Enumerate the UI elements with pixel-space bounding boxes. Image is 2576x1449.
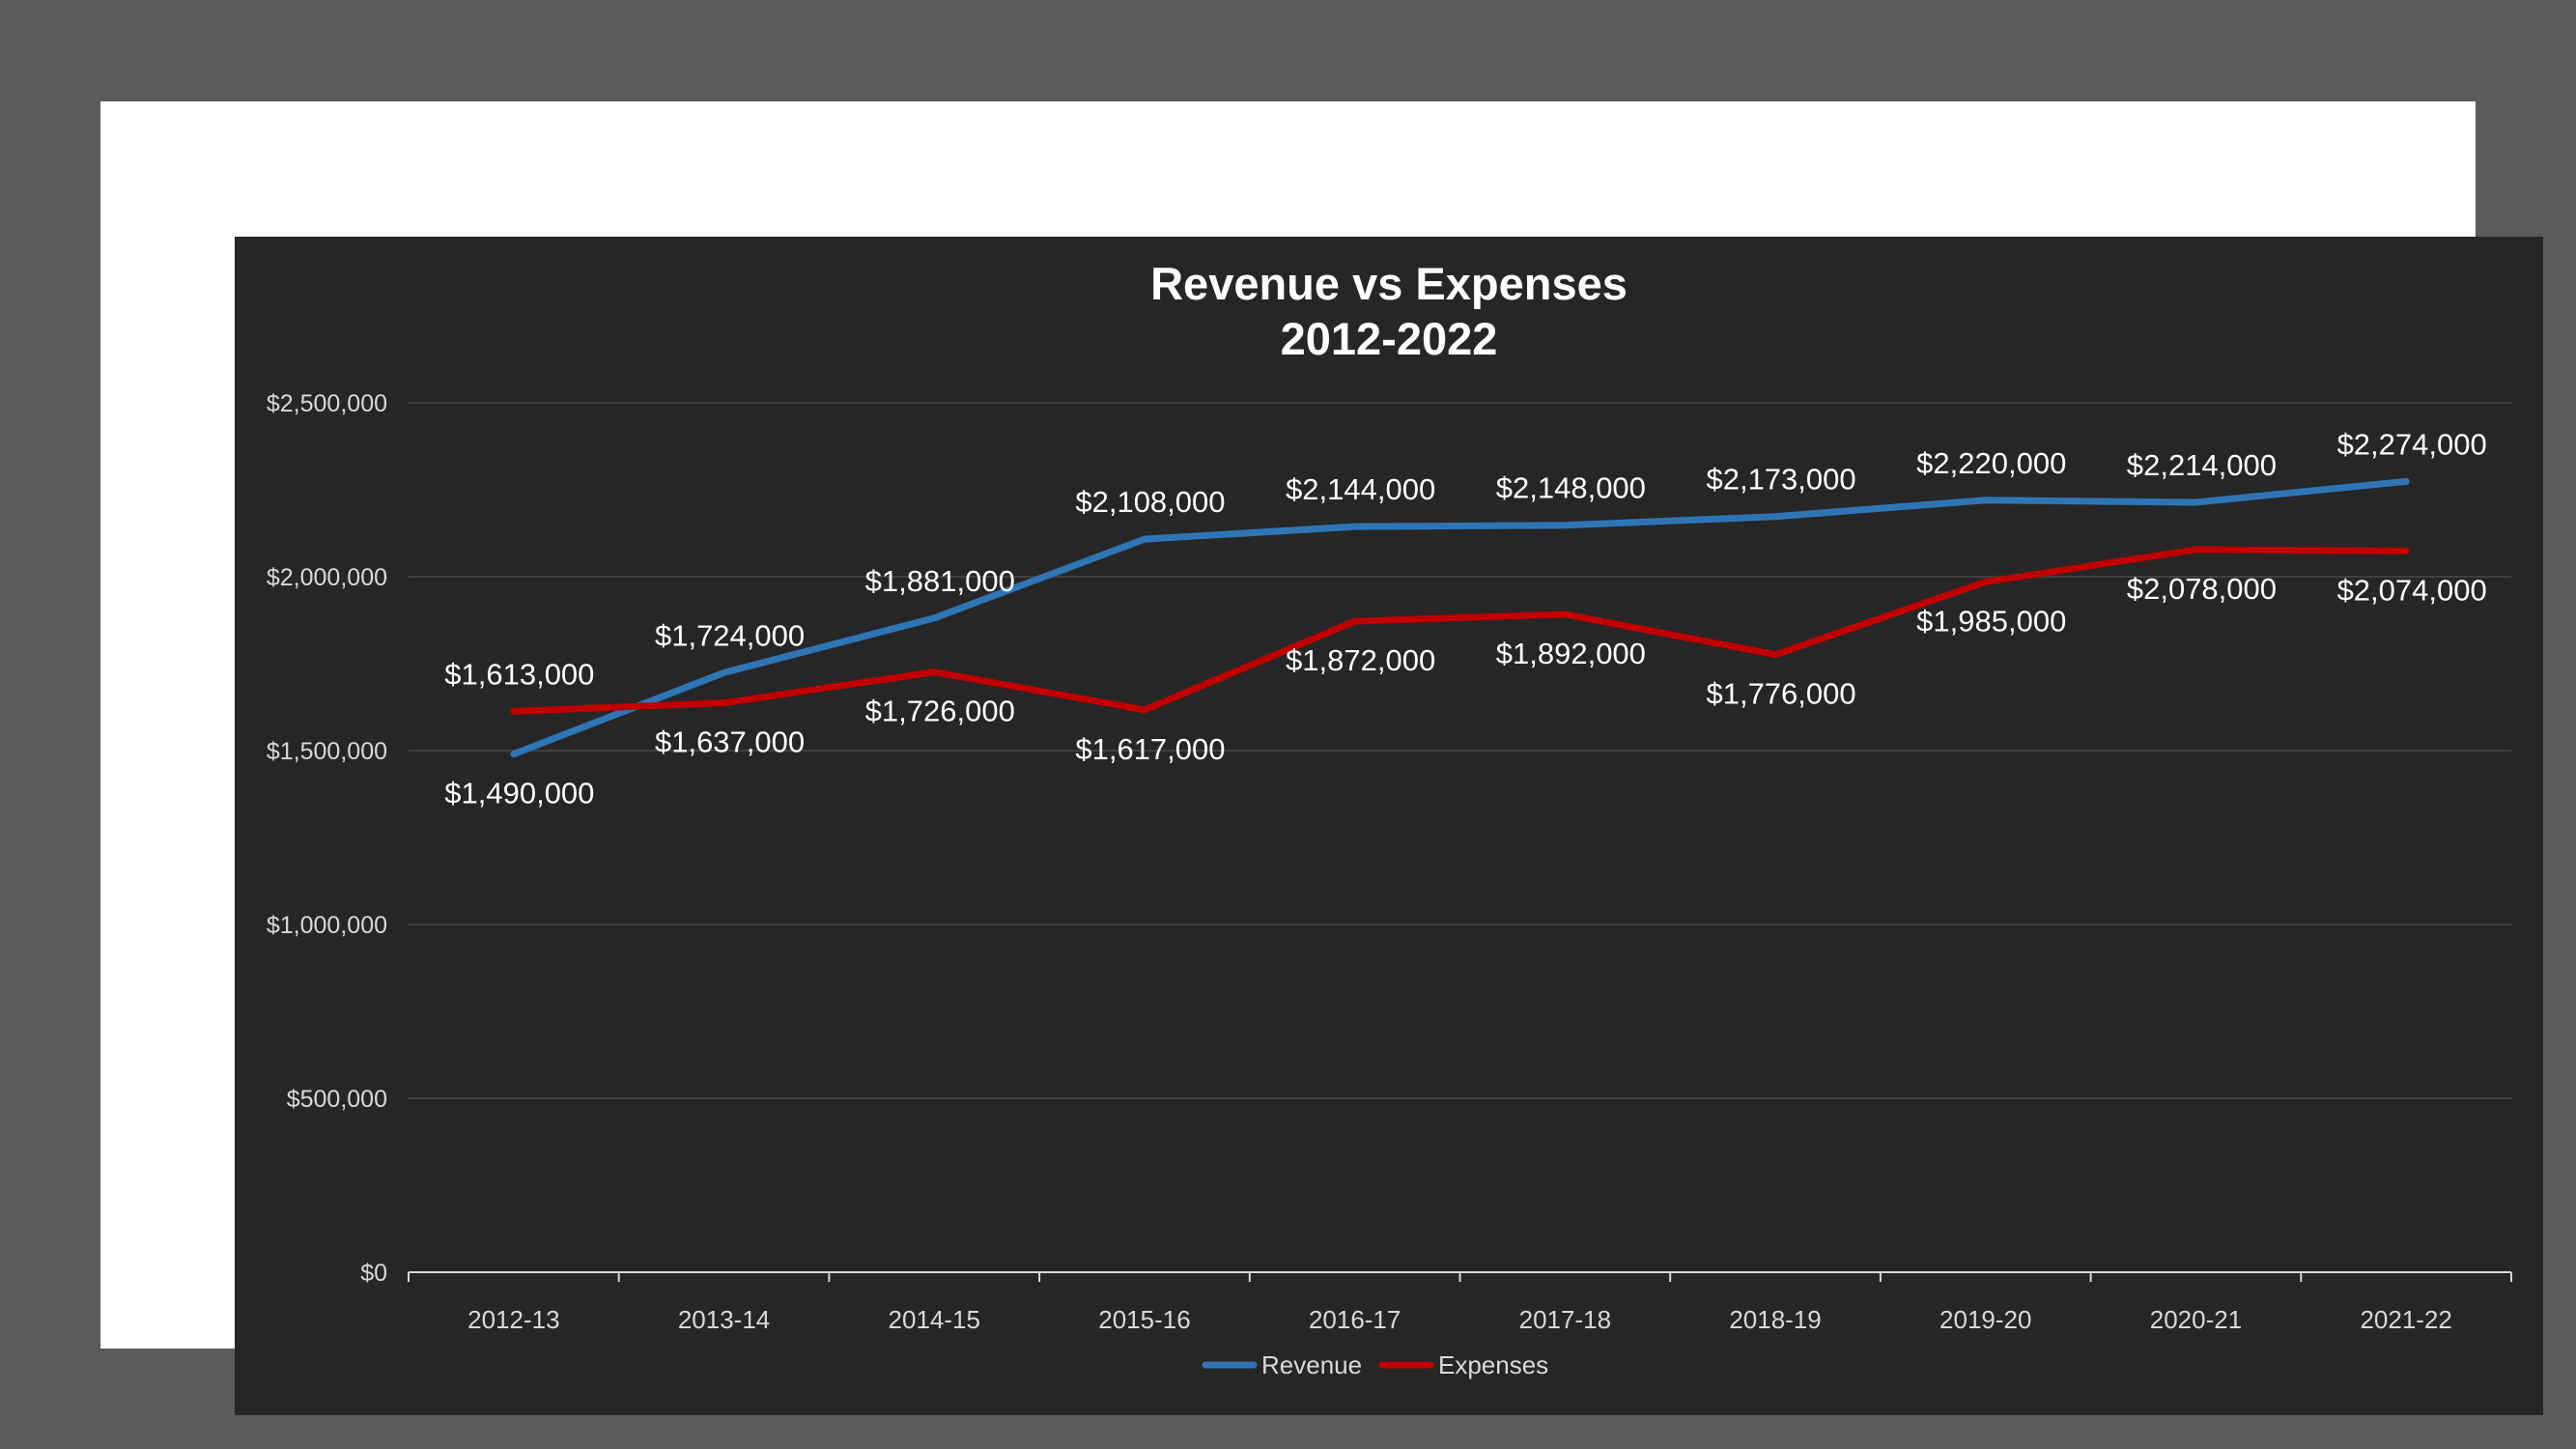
data-label-expenses: $1,776,000 (1706, 677, 1855, 711)
data-label-revenue: $1,490,000 (444, 777, 594, 810)
y-tick-label: $0 (360, 1260, 387, 1287)
data-label-revenue: $2,144,000 (1286, 472, 1435, 506)
y-tick-label: $1,500,000 (267, 738, 387, 765)
x-tick-label: 2021-22 (2360, 1305, 2451, 1334)
series-line-revenue (510, 477, 2410, 758)
y-tick-label: $1,000,000 (267, 912, 387, 939)
data-label-revenue: $2,148,000 (1496, 471, 1646, 505)
data-label-revenue: $2,108,000 (1075, 485, 1225, 519)
x-tick-label: 2020-21 (2150, 1305, 2242, 1334)
x-tick-label: 2014-15 (889, 1305, 980, 1334)
data-label-expenses: $1,892,000 (1496, 637, 1646, 670)
x-tick-label: 2017-18 (1519, 1305, 1611, 1334)
data-label-expenses: $1,726,000 (865, 695, 1015, 728)
y-tick-label: $2,500,000 (267, 390, 387, 417)
chart-area: Revenue vs Expenses 2012-2022 $0 $500,000 $… (235, 237, 2543, 1415)
data-label-revenue: $2,173,000 (1706, 463, 1855, 497)
y-tick-label: $2,000,000 (267, 564, 387, 591)
x-tick-label: 2015-16 (1098, 1305, 1190, 1334)
y-tick-label: $500,000 (287, 1086, 387, 1113)
data-label-revenue: $2,274,000 (2337, 427, 2487, 461)
data-label-expenses: $2,074,000 (2337, 573, 2487, 607)
data-label-revenue: $2,214,000 (2127, 448, 2277, 482)
legend-label-revenue: Revenue (1261, 1350, 1362, 1379)
chart-frame: Revenue vs Expenses 2012-2022 $0 $500,000 $… (100, 101, 2543, 1415)
legend-label-expenses: Expenses (1438, 1350, 1548, 1379)
data-label-revenue: $1,881,000 (865, 564, 1015, 598)
data-label-expenses: $1,985,000 (1916, 604, 2066, 638)
x-tick-label: 2016-17 (1309, 1305, 1401, 1334)
data-label-revenue: $2,220,000 (1916, 446, 2066, 480)
data-label-expenses: $2,078,000 (2127, 572, 2277, 606)
data-label-expenses: $1,617,000 (1075, 732, 1225, 766)
x-tick-label: 2019-20 (1939, 1305, 2031, 1334)
chart-title-line-2: 2012-2022 (1281, 313, 1498, 364)
x-tick-label: 2012-13 (467, 1305, 559, 1334)
data-label-expenses: $1,637,000 (655, 725, 805, 759)
x-tick-label: 2013-14 (678, 1305, 770, 1334)
series-line-expenses (510, 546, 2410, 715)
data-label-expenses: $1,872,000 (1286, 643, 1435, 677)
x-tick-label: 2018-19 (1729, 1305, 1821, 1334)
data-label-expenses: $1,613,000 (444, 657, 594, 691)
chart-title-line-1: Revenue vs Expenses (1150, 258, 1628, 309)
data-label-revenue: $1,724,000 (655, 618, 805, 652)
